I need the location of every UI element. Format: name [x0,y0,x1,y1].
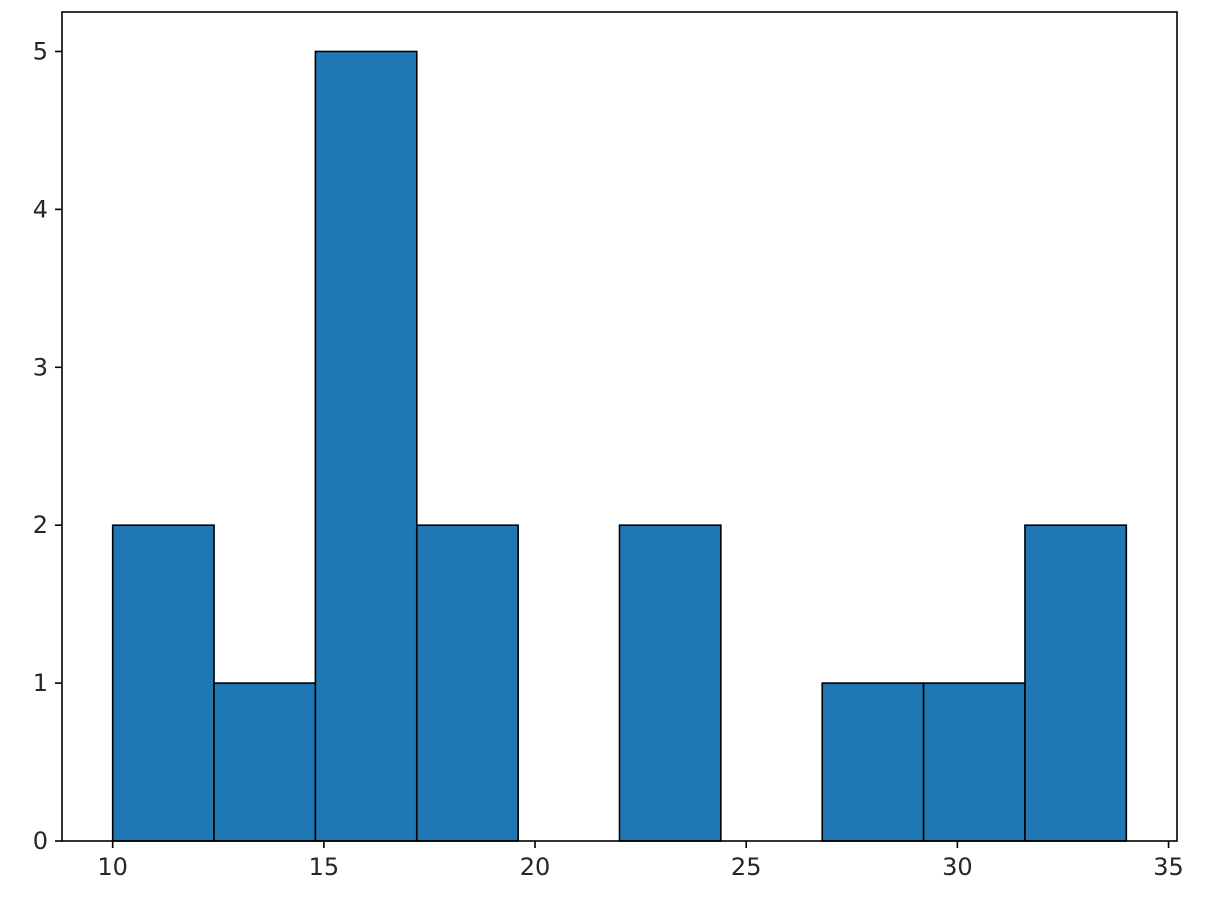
histogram-bar [314,50,418,842]
y-tick-label: 5 [33,37,48,65]
x-tick-label: 35 [1153,853,1184,881]
x-tick-label: 15 [309,853,340,881]
histogram-bar [213,682,317,842]
histogram-bar [922,682,1026,842]
histogram-bar [1024,524,1128,842]
y-tick-label: 1 [33,669,48,697]
histogram-bar [821,682,925,842]
histogram-bar [618,524,722,842]
y-tick-label: 2 [33,511,48,539]
y-tick-label: 3 [33,353,48,381]
plot-frame [61,11,1178,842]
x-tick-label: 20 [520,853,551,881]
histogram-bar [415,524,519,842]
histogram-bar [111,524,215,842]
x-tick-label: 30 [942,853,973,881]
y-tick-label: 4 [33,195,48,223]
histogram-bars [111,50,1128,842]
x-tick-label: 10 [97,853,128,881]
x-axis-ticks: 10 15 20 25 30 35 [97,841,1184,881]
y-axis-ticks: 0 1 2 3 4 5 [33,37,62,855]
y-tick-label: 0 [33,827,48,855]
x-tick-label: 25 [731,853,762,881]
